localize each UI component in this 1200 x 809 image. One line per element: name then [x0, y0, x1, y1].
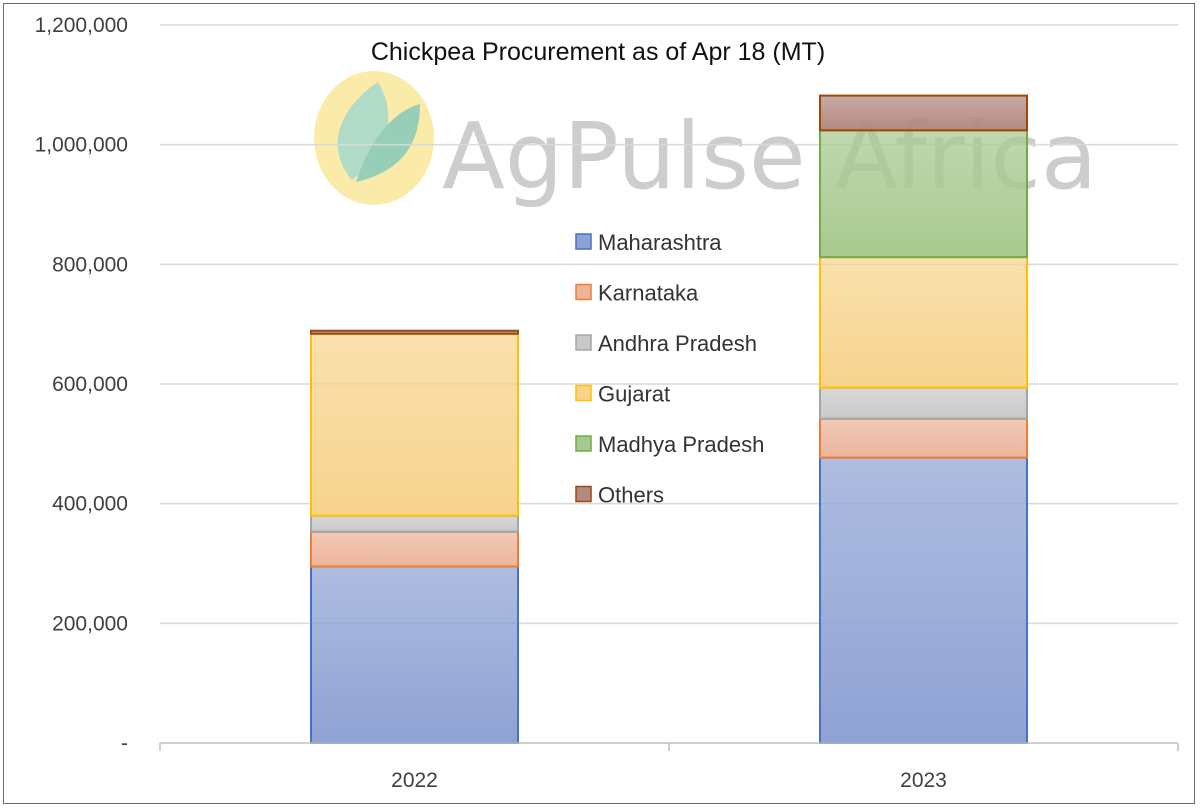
legend-label: Karnataka	[598, 281, 699, 306]
chart-title: Chickpea Procurement as of Apr 18 (MT)	[371, 38, 825, 66]
y-tick-label: 800,000	[52, 253, 128, 276]
legend-swatch	[575, 283, 592, 301]
legend-label: Others	[598, 483, 664, 508]
bar-segment-maharashtra-2023	[819, 456, 1028, 744]
bar-segment-others-2023	[819, 94, 1028, 132]
y-tick-label: 400,000	[52, 493, 128, 516]
legend-label: Maharashtra	[598, 230, 722, 255]
y-tick-label: 600,000	[52, 373, 128, 396]
legend-swatch	[575, 485, 592, 503]
bar-segment-andhra-pradesh-2023	[819, 386, 1028, 420]
legend: Maharashtra Karnataka Andhra Pradesh Gujara…	[575, 230, 764, 508]
legend-swatch	[575, 233, 592, 250]
bars	[310, 94, 1028, 744]
y-tick-label: 200,000	[52, 612, 128, 635]
leaf-logo	[314, 71, 434, 205]
x-tick-label: 2022	[391, 769, 438, 792]
legend-swatch	[575, 334, 592, 351]
bar-segment-madhya-pradesh-2023	[819, 129, 1028, 259]
y-tick-label: 1,200,000	[35, 14, 128, 37]
bar-segment-gujarat-2023	[819, 256, 1028, 389]
legend-label: Andhra Pradesh	[598, 331, 757, 356]
x-tick-label: 2023	[900, 769, 947, 792]
bar-segment-others-2022	[310, 329, 519, 335]
legend-label: Madhya Pradesh	[598, 432, 764, 457]
legend-label: Gujarat	[598, 382, 670, 407]
legend-swatch	[575, 435, 592, 452]
bar-segment-maharashtra-2022	[310, 565, 519, 744]
y-axis: - 200,000 400,000 600,000 800,000 1,000,000 1,…	[35, 14, 128, 755]
x-axis: 2022 2023	[159, 742, 1179, 792]
legend-swatch	[575, 384, 592, 402]
bar-segment-andhra-pradesh-2022	[310, 514, 519, 533]
y-tick-label: -	[121, 732, 128, 755]
bar-segment-karnataka-2023	[819, 417, 1028, 459]
bar-segment-karnataka-2022	[310, 530, 519, 568]
bar-segment-gujarat-2022	[310, 332, 519, 517]
y-tick-label: 1,000,000	[35, 134, 128, 157]
